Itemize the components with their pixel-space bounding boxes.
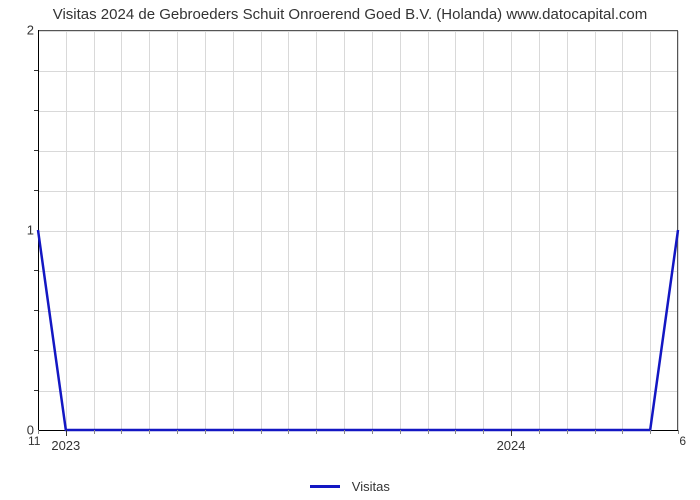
x-minor-tick: [177, 430, 178, 434]
x-minor-tick: [539, 430, 540, 434]
x-tick-label: 2023: [51, 438, 80, 453]
x-tick-label: 2024: [497, 438, 526, 453]
x-minor-tick: [94, 430, 95, 434]
x-minor-tick: [121, 430, 122, 434]
chart-title: Visitas 2024 de Gebroeders Schuit Onroer…: [0, 6, 700, 23]
line-series: [38, 30, 678, 430]
x-minor-tick: [483, 430, 484, 434]
legend-swatch: [310, 485, 340, 488]
x-major-tick: [66, 430, 67, 436]
y-minor-tick: [34, 310, 38, 311]
y-minor-tick: [34, 270, 38, 271]
y-minor-tick: [34, 350, 38, 351]
x-minor-tick: [595, 430, 596, 434]
x-minor-tick: [372, 430, 373, 434]
legend-label: Visitas: [352, 479, 390, 494]
x-minor-tick: [428, 430, 429, 434]
x-minor-tick: [288, 430, 289, 434]
x-major-tick: [511, 430, 512, 436]
x-minor-tick: [650, 430, 651, 434]
y-tick-label: 1: [4, 223, 34, 238]
y-minor-tick: [34, 110, 38, 111]
x-minor-tick: [205, 430, 206, 434]
x-minor-tick: [400, 430, 401, 434]
x-minor-tick: [316, 430, 317, 434]
chart-container: Visitas 2024 de Gebroeders Schuit Onroer…: [0, 0, 700, 500]
x-minor-tick: [678, 430, 679, 434]
y-minor-tick: [34, 150, 38, 151]
corner-right-label: 6: [679, 434, 686, 448]
y-minor-tick: [34, 390, 38, 391]
x-minor-tick: [38, 430, 39, 434]
legend: Visitas: [0, 478, 700, 494]
y-tick-label: 0: [4, 423, 34, 438]
x-minor-tick: [622, 430, 623, 434]
x-minor-tick: [344, 430, 345, 434]
series-path: [38, 230, 678, 430]
x-minor-tick: [233, 430, 234, 434]
x-minor-tick: [567, 430, 568, 434]
y-minor-tick: [34, 190, 38, 191]
y-tick-label: 2: [4, 23, 34, 38]
x-minor-tick: [149, 430, 150, 434]
x-minor-tick: [455, 430, 456, 434]
x-minor-tick: [261, 430, 262, 434]
y-minor-tick: [34, 70, 38, 71]
